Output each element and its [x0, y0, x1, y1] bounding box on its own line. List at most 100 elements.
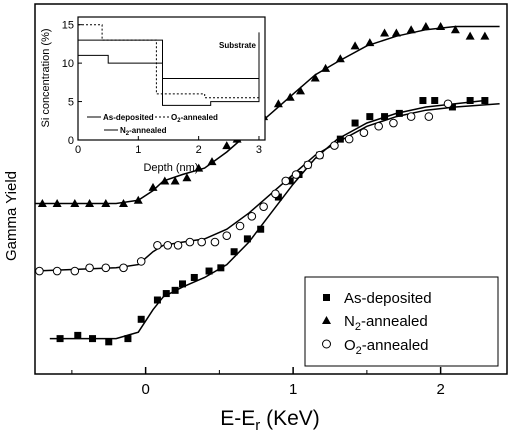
data-point-circle: [281, 176, 291, 186]
data-point-triangle: [380, 28, 390, 37]
data-point-triangle: [350, 41, 360, 50]
data-point-square: [89, 335, 97, 343]
legend-label-as-deposited: As-deposited: [344, 290, 432, 307]
data-point-circle: [119, 263, 128, 273]
data-point-circle: [153, 241, 162, 250]
data-point-square: [257, 225, 265, 233]
data-point-triangle: [101, 198, 111, 207]
data-point-triangle: [85, 198, 95, 207]
data-point-square: [230, 248, 238, 256]
data-point-square: [190, 273, 198, 281]
data-point-circle: [374, 121, 383, 131]
data-point-circle: [247, 212, 257, 221]
data-point-square: [351, 119, 359, 127]
data-point-triangle: [365, 38, 375, 47]
data-point-circle: [443, 99, 453, 109]
main-plot-frame: [34, 3, 508, 375]
inset-y-tick-label: 10: [62, 58, 74, 70]
data-point-triangle: [160, 176, 170, 185]
inset-profile-line: [78, 54, 259, 79]
data-point-triangle: [296, 86, 305, 95]
data-point-triangle: [391, 28, 401, 37]
data-point-circle: [35, 266, 44, 276]
data-point-square: [217, 264, 225, 272]
data-point-triangle: [273, 99, 283, 108]
data-point-circle: [315, 150, 324, 160]
legend-square-marker: [323, 294, 330, 301]
data-point-triangle: [37, 198, 47, 207]
data-point-circle: [101, 263, 111, 273]
data-point-triangle: [335, 54, 345, 63]
data-point-circle: [210, 237, 220, 247]
data-point-square: [366, 113, 374, 121]
data-point-circle: [389, 118, 398, 128]
data-point-square: [381, 113, 389, 121]
data-point-triangle: [450, 25, 460, 34]
data-point-triangle: [119, 198, 128, 207]
data-point-circle: [406, 112, 416, 121]
data-point-circle: [173, 241, 183, 250]
data-point-square: [179, 280, 186, 288]
data-point-square: [171, 286, 179, 294]
data-point-circle: [424, 112, 434, 121]
legend-triangle-marker: [322, 316, 331, 324]
inset-x-tick-label: 1: [135, 144, 141, 156]
inset-profile-line: [78, 32, 260, 106]
data-point-triangle: [406, 25, 416, 34]
inset-y-axis-label: Si concentration (%): [40, 28, 52, 127]
legend-item-as-deposited: As-deposited: [323, 290, 432, 307]
data-point-circle: [303, 160, 313, 170]
data-point-triangle: [207, 157, 217, 166]
legend-item-o2-annealed: O2-annealed: [322, 337, 429, 357]
inset-x-ticks: 0 1 2 3: [75, 136, 262, 156]
inset-y-tick-label: 0: [68, 135, 74, 147]
data-point-square: [74, 331, 82, 339]
inset-profile-line: [78, 24, 259, 99]
data-point-triangle: [222, 141, 232, 150]
data-point-triangle: [194, 163, 204, 172]
data-point-circle: [330, 141, 339, 150]
data-point-square: [124, 335, 132, 343]
x-tick-label: 2: [436, 381, 444, 398]
inset-x-tick-label: 3: [256, 144, 262, 156]
data-point-circle: [222, 231, 232, 240]
data-point-triangle: [285, 92, 295, 101]
data-point-circle: [136, 257, 146, 266]
data-point-square: [286, 177, 294, 185]
legend-item-n2-annealed: N2-annealed: [322, 313, 428, 333]
data-point-triangle: [52, 198, 62, 207]
x-axis-label: E-Er (KeV): [220, 407, 320, 434]
inset-legend-label-o2-annealed: O2-annealed: [171, 113, 218, 124]
main-data-points: [35, 22, 490, 346]
inset-legend-label-as-deposited: As-deposited: [103, 113, 154, 122]
y-axis-label: Gamma Yield: [3, 171, 20, 261]
legend-label-n2-annealed: N2-annealed: [344, 313, 428, 333]
inset-legend-label-n2-annealed: N2-annealed: [120, 126, 167, 137]
data-point-circle: [85, 263, 94, 273]
data-point-triangle: [436, 22, 446, 31]
legend-frame: [304, 276, 499, 367]
data-point-circle: [52, 266, 62, 276]
x-axis-label-subscript: r: [255, 417, 260, 434]
data-point-square: [448, 103, 456, 111]
data-point-triangle: [182, 173, 192, 182]
legend: As-deposited N2-annealed O2-annealed: [304, 276, 499, 367]
data-point-circle: [185, 237, 195, 247]
x-axis-label-main: E-E: [220, 407, 255, 430]
data-point-triangle: [148, 182, 158, 191]
data-point-square: [466, 97, 474, 105]
inset-annotation-substrate: Substrate: [219, 41, 256, 50]
legend-circle-marker: [322, 339, 331, 349]
data-point-triangle: [70, 198, 80, 207]
inset-x-tick-label: 0: [75, 144, 81, 156]
data-point-square: [419, 97, 427, 105]
data-point-square: [395, 109, 403, 117]
data-point-triangle: [321, 63, 331, 72]
inset-x-axis-label: Depth (nm): [143, 162, 198, 174]
data-point-triangle: [170, 176, 180, 185]
data-point-square: [274, 193, 282, 201]
data-point-triangle: [310, 73, 320, 82]
inset-chart: 0 1 2 3 0 5 10 15 Depth (nm) Si concentration …: [40, 16, 266, 174]
